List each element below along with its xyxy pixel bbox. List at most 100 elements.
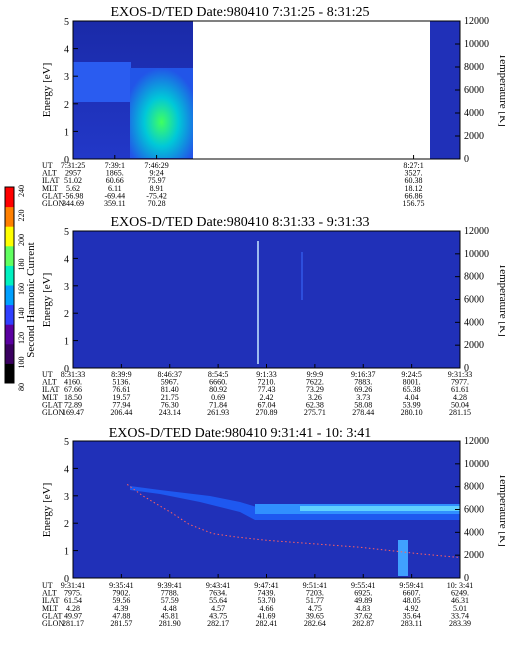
panel-3-ylabel: Energy [eV] bbox=[41, 483, 53, 537]
orbit-value: 46.31 bbox=[451, 596, 469, 605]
orbit-value: 71.84 bbox=[209, 400, 227, 409]
panel-2-y2label: Temperature [K] bbox=[497, 263, 505, 336]
orbit-value: 80.92 bbox=[209, 385, 227, 394]
orbit-value: 72.89 bbox=[64, 400, 82, 409]
orbit-value: 9:16:37 bbox=[351, 370, 375, 379]
orbit-value: 41.69 bbox=[258, 611, 276, 620]
orbit-value: 4.39 bbox=[114, 604, 128, 613]
panel-1: EXOS-D/TED Date:980410 7:31:25 - 8:31:25… bbox=[41, 5, 505, 208]
orbit-value: 280.10 bbox=[401, 408, 423, 417]
orbit-row-label: ALT bbox=[42, 589, 57, 598]
orbit-value: 156.75 bbox=[403, 199, 425, 208]
panel-1-ylabel: Energy [eV] bbox=[41, 63, 53, 117]
orbit-value: 76.30 bbox=[161, 400, 179, 409]
orbit-value: -56.98 bbox=[63, 191, 84, 200]
orbit-value: 7:39:1 bbox=[105, 161, 125, 170]
orbit-value: 6660. bbox=[209, 378, 227, 387]
orbit-value: 7788. bbox=[161, 589, 179, 598]
orbit-value: 283.39 bbox=[449, 619, 471, 628]
orbit-value: 4.28 bbox=[453, 393, 467, 402]
orbit-row-label: GLAT bbox=[42, 611, 63, 620]
orbit-value: 53.70 bbox=[258, 596, 276, 605]
orbit-value: 7:31:25 bbox=[61, 161, 85, 170]
y2-tick-label: 8000 bbox=[464, 482, 484, 493]
orbit-value: 60.38 bbox=[405, 176, 423, 185]
y-tick-label: 4 bbox=[64, 45, 69, 56]
orbit-value: 5.62 bbox=[66, 184, 80, 193]
y-tick-label: 4 bbox=[64, 254, 69, 265]
orbit-value: 9:9:9 bbox=[307, 370, 323, 379]
orbit-value: 48.05 bbox=[403, 596, 421, 605]
orbit-value: 3.26 bbox=[308, 393, 322, 402]
orbit-value: 49.89 bbox=[354, 596, 372, 605]
orbit-value: 21.75 bbox=[161, 393, 179, 402]
orbit-value: 18.12 bbox=[405, 184, 423, 193]
orbit-value: 3.73 bbox=[356, 393, 370, 402]
orbit-row-label: UT bbox=[42, 581, 53, 590]
orbit-value: 9:24 bbox=[149, 169, 163, 178]
orbit-value: 9:47:41 bbox=[254, 581, 278, 590]
panel-3-lower-feature bbox=[398, 540, 408, 576]
colorbar-segment bbox=[5, 343, 14, 364]
orbit-value: 4.92 bbox=[405, 604, 419, 613]
colorbar-label: Second Harmonic Current bbox=[25, 242, 37, 357]
orbit-value: 6.11 bbox=[108, 184, 122, 193]
y2-tick-label: 6000 bbox=[464, 505, 484, 516]
orbit-value: 270.89 bbox=[256, 408, 278, 417]
colorbar-segment bbox=[5, 304, 14, 325]
panel-2-y-axis: 0 1 2 3 4 5 bbox=[64, 227, 78, 375]
y-tick-label: 3 bbox=[64, 72, 69, 83]
panel-2-y2-axis: 0 2000 4000 6000 8000 10000 12000 bbox=[455, 226, 489, 374]
y2-tick-label: 6000 bbox=[464, 295, 484, 306]
orbit-value: 9:55:41 bbox=[351, 581, 375, 590]
orbit-value: 8001. bbox=[403, 378, 421, 387]
orbit-value: 278.44 bbox=[352, 408, 374, 417]
orbit-row-label: MLT bbox=[42, 184, 58, 193]
orbit-value: 4.66 bbox=[260, 604, 274, 613]
orbit-value: 5967. bbox=[161, 378, 179, 387]
orbit-value: 6607. bbox=[403, 589, 421, 598]
orbit-row-label: ILAT bbox=[42, 176, 59, 185]
colorbar-tick-label: 240 bbox=[17, 185, 26, 197]
panel-1-y-axis: 0 1 2 3 4 5 bbox=[64, 17, 78, 166]
y2-tick-label: 10000 bbox=[464, 459, 489, 470]
orbit-value: 19.57 bbox=[112, 393, 130, 402]
orbit-value: 7902. bbox=[112, 589, 130, 598]
orbit-value: 75.97 bbox=[148, 176, 166, 185]
orbit-value: 2.42 bbox=[260, 393, 274, 402]
y-tick-label: 5 bbox=[64, 227, 69, 238]
orbit-value: 8.91 bbox=[150, 184, 164, 193]
y-tick-label: 2 bbox=[64, 100, 69, 111]
orbit-value: 77.94 bbox=[112, 400, 130, 409]
colorbar-segment bbox=[5, 363, 14, 384]
colorbar-segment bbox=[5, 206, 14, 227]
orbit-value: 5136. bbox=[112, 378, 130, 387]
panel-3-y2label: Temperature [K] bbox=[497, 473, 505, 546]
orbit-value: 9:31:41 bbox=[61, 581, 85, 590]
orbit-value: 243.14 bbox=[159, 408, 181, 417]
orbit-value: 9:39:41 bbox=[158, 581, 182, 590]
orbit-value: 43.75 bbox=[209, 611, 227, 620]
orbit-value: 275.71 bbox=[304, 408, 326, 417]
orbit-value: 281.57 bbox=[110, 619, 132, 628]
orbit-value: 7975. bbox=[64, 589, 82, 598]
orbit-value: 7203. bbox=[306, 589, 324, 598]
orbit-value: 50.04 bbox=[451, 400, 469, 409]
orbit-value: 10: 3:41 bbox=[447, 581, 473, 590]
orbit-value: 65.38 bbox=[403, 385, 421, 394]
panel-3-y-axis: 0 1 2 3 4 5 bbox=[64, 437, 78, 585]
y2-tick-label: 4000 bbox=[464, 317, 484, 328]
orbit-value: 57.59 bbox=[161, 596, 179, 605]
panel-1-y2label: Temperature [K] bbox=[497, 53, 505, 126]
y2-tick-label: 0 bbox=[464, 363, 469, 374]
panel-3-title: EXOS-D/TED Date:980410 9:31:41 - 10: 3:4… bbox=[109, 426, 371, 441]
y2-tick-label: 6000 bbox=[464, 85, 484, 96]
colorbar-segment bbox=[5, 245, 14, 266]
y2-tick-label: 4000 bbox=[464, 108, 484, 119]
colorbar-segments bbox=[5, 187, 14, 384]
orbit-row-label: GLAT bbox=[42, 400, 63, 409]
orbit-value: 9:35:41 bbox=[109, 581, 133, 590]
orbit-value: 37.62 bbox=[354, 611, 372, 620]
orbit-value: 169.47 bbox=[62, 408, 84, 417]
